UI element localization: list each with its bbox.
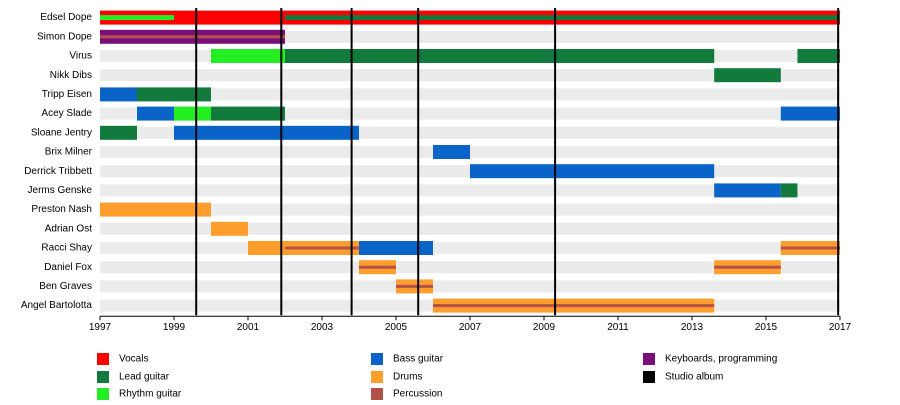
role-stripe <box>100 35 285 39</box>
x-tick-label: 1997 <box>89 322 112 333</box>
role-stripe <box>285 15 840 21</box>
legend-swatch <box>97 388 109 400</box>
role-bar <box>100 87 137 102</box>
x-tick-label: 2003 <box>311 322 334 333</box>
row-background <box>100 184 840 197</box>
x-tick-label: 2013 <box>681 322 704 333</box>
member-label: Daniel Fox <box>44 262 92 273</box>
legend-label: Rhythm guitar <box>119 389 182 400</box>
legend-label: Drums <box>393 372 422 383</box>
role-stripe <box>396 284 433 288</box>
role-bar <box>174 106 211 121</box>
role-bar <box>211 106 285 121</box>
x-tick-label: 2005 <box>385 322 408 333</box>
role-bar <box>100 202 211 217</box>
row-background <box>100 222 840 235</box>
legend-swatch <box>371 353 383 365</box>
x-tick-label: 2015 <box>755 322 778 333</box>
row-background <box>100 261 840 274</box>
legend-swatch <box>371 371 383 383</box>
member-label: Ben Graves <box>39 281 92 292</box>
member-label: Acey Slade <box>41 108 92 119</box>
row-background <box>100 88 840 101</box>
role-bar <box>470 164 715 179</box>
role-bar <box>359 241 433 255</box>
role-bar <box>100 125 137 140</box>
legend-label: Bass guitar <box>393 354 444 365</box>
role-bar <box>137 87 211 102</box>
member-label: Brix Milner <box>45 147 93 158</box>
legend-label: Lead guitar <box>119 372 170 383</box>
legend-label: Keyboards, programming <box>665 354 777 365</box>
member-label: Virus <box>69 51 92 62</box>
member-label: Preston Nash <box>31 204 92 215</box>
role-bar <box>285 49 715 63</box>
role-stripe <box>359 265 396 269</box>
member-label: Nikk Dibs <box>50 70 92 81</box>
role-bar <box>211 49 285 63</box>
row-background <box>100 69 840 82</box>
member-label: Sloane Jentry <box>31 127 92 138</box>
legend-label: Studio album <box>665 372 723 383</box>
role-stripe <box>780 246 840 250</box>
role-bar <box>780 183 798 198</box>
legend-label: Percussion <box>393 389 442 400</box>
x-tick-label: 2007 <box>459 322 482 333</box>
role-bar <box>780 106 840 121</box>
legend-swatch <box>97 353 109 365</box>
legend-swatch <box>97 371 109 383</box>
row-background <box>100 242 840 254</box>
member-label: Edsel Dope <box>40 12 92 23</box>
role-stripe <box>433 304 715 308</box>
x-tick-label: 2009 <box>533 322 556 333</box>
member-label: Simon Dope <box>37 31 92 42</box>
row-background <box>100 203 840 216</box>
legend-swatch <box>371 388 383 400</box>
legend-label: Vocals <box>119 354 148 365</box>
row-background <box>100 280 840 293</box>
role-bar <box>714 68 781 83</box>
member-label: Angel Bartolotta <box>21 300 93 311</box>
x-tick-label: 2017 <box>829 322 852 333</box>
member-label: Jerms Genske <box>28 185 93 196</box>
x-tick-label: 2001 <box>237 322 260 333</box>
role-bar <box>248 241 285 255</box>
role-bar <box>433 145 470 159</box>
role-bar <box>174 10 285 25</box>
role-bar <box>797 49 840 63</box>
member-label: Racci Shay <box>41 243 92 254</box>
member-label: Tripp Eisen <box>42 89 92 100</box>
role-bar <box>137 106 174 121</box>
member-label: Adrian Ost <box>45 223 92 234</box>
role-bar <box>714 183 781 198</box>
x-tick-label: 1999 <box>163 322 186 333</box>
legend-swatch <box>643 371 655 383</box>
role-bar <box>211 221 248 236</box>
member-label: Derrick Tribbett <box>24 166 92 177</box>
legend-swatch <box>643 353 655 365</box>
role-stripe <box>100 15 174 21</box>
role-stripe <box>714 265 781 269</box>
role-bar <box>174 125 359 140</box>
role-stripe <box>285 246 359 250</box>
x-tick-label: 2011 <box>607 322 629 333</box>
